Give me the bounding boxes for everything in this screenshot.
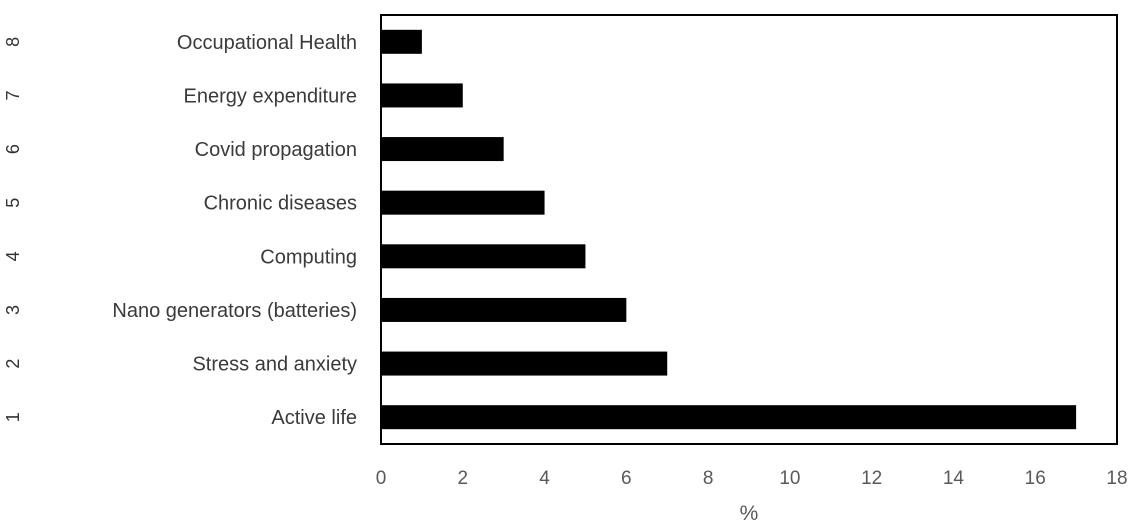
- x-tick-label: 4: [539, 468, 550, 489]
- category-label: Covid propagation: [195, 139, 357, 161]
- category-label: Occupational Health: [177, 32, 357, 54]
- category-label: Nano generators (batteries): [112, 300, 357, 322]
- x-axis-title: %: [740, 502, 759, 525]
- bar-5: [382, 190, 545, 215]
- category-number-label: 7: [3, 90, 23, 100]
- category-number-label: 4: [3, 251, 23, 261]
- bars: [382, 29, 1077, 430]
- x-tick-label: 0: [376, 468, 387, 489]
- x-tick-label: 18: [1106, 468, 1127, 489]
- category-label: Energy expenditure: [184, 85, 357, 107]
- bar-7: [382, 83, 463, 108]
- x-tick-label: 2: [457, 468, 468, 489]
- category-number-label: 8: [3, 37, 23, 47]
- x-tick-label: 16: [1025, 468, 1046, 489]
- x-tick-label: 6: [621, 468, 632, 489]
- x-tick-label: 8: [703, 468, 714, 489]
- bar-4: [382, 244, 586, 269]
- category-label: Active life: [271, 407, 357, 429]
- bar-3: [382, 297, 627, 322]
- category-labels: Active life Stress and anxiety Nano genera…: [112, 32, 357, 429]
- bar-8: [382, 29, 422, 54]
- category-number-label: 5: [3, 198, 23, 208]
- category-label: Computing: [260, 246, 357, 268]
- bar-1: [382, 405, 1077, 430]
- category-number-label: 1: [3, 412, 23, 422]
- category-label: Chronic diseases: [204, 193, 357, 215]
- x-tick-label: 12: [861, 468, 882, 489]
- category-label: Stress and anxiety: [192, 354, 357, 376]
- category-number-label: 2: [3, 359, 23, 369]
- x-tick-label: 10: [779, 468, 800, 489]
- category-number-label: 6: [3, 144, 23, 154]
- plot-area: [380, 14, 1118, 445]
- category-number-labels: 1 2 3 4 5 6 7 8: [3, 37, 23, 422]
- x-tick-labels: 0 2 4 6 8 10 12 14 16 18: [376, 468, 1128, 489]
- category-number-label: 3: [3, 305, 23, 315]
- x-tick-label: 14: [943, 468, 965, 489]
- bar-6: [382, 137, 504, 162]
- bar-2: [382, 351, 668, 376]
